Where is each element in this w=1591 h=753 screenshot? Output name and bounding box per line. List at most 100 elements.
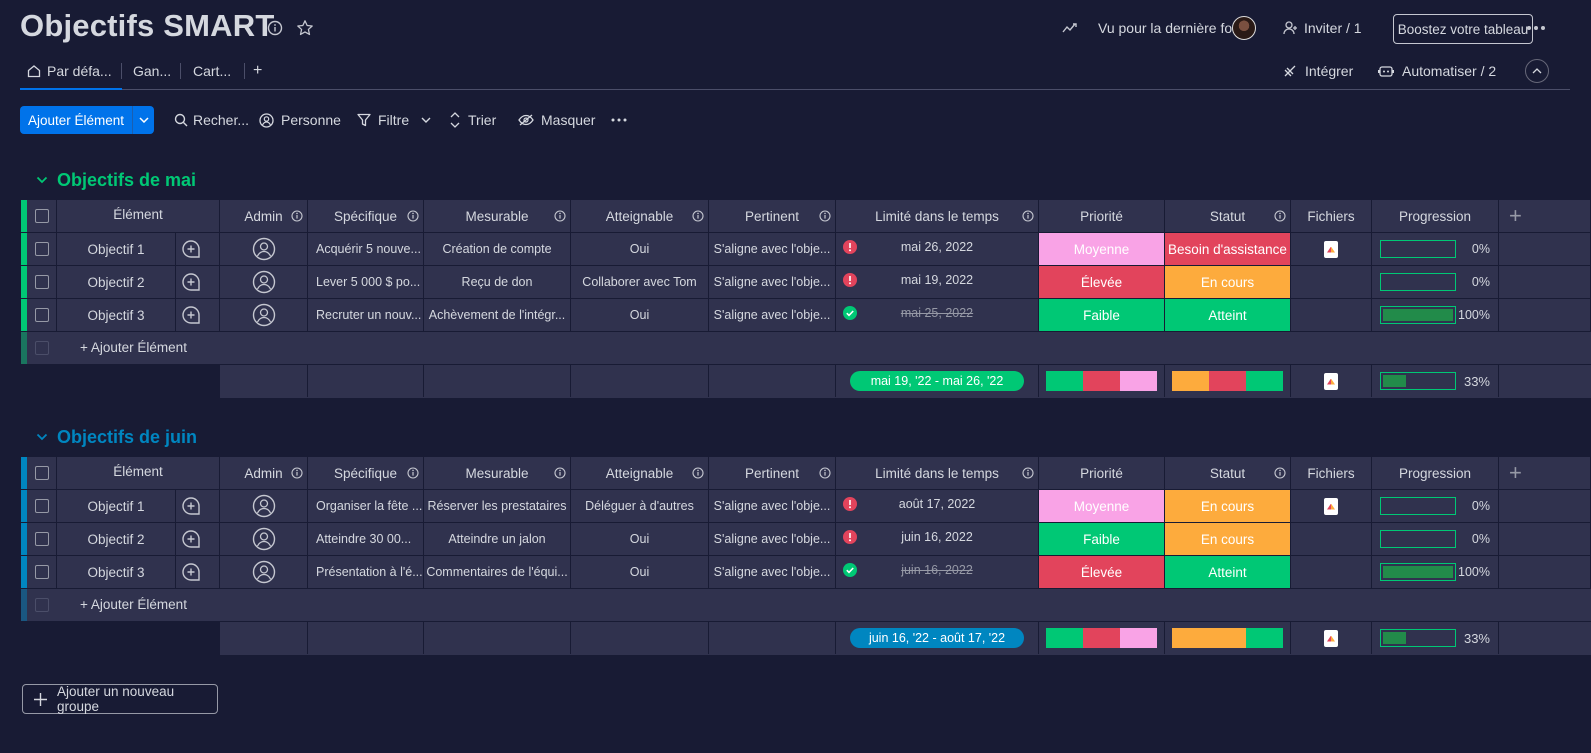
column-header-measurable[interactable]: Mesurable (424, 200, 571, 232)
cell-admin[interactable] (220, 523, 308, 555)
column-header-admin[interactable]: Admin (220, 200, 308, 232)
star-icon[interactable] (295, 18, 315, 38)
cell-pertinent[interactable]: S'aligne avec l'obje... (709, 556, 836, 588)
invite-icon[interactable] (1282, 19, 1300, 37)
cell-status[interactable]: En cours (1165, 523, 1291, 555)
column-header-measurable[interactable]: Mesurable (424, 457, 571, 489)
add-update-icon[interactable] (181, 272, 201, 292)
info-icon[interactable] (407, 210, 419, 222)
info-icon[interactable] (407, 467, 419, 479)
priority-distribution-bar[interactable] (1046, 371, 1157, 391)
cell-check[interactable] (27, 233, 57, 265)
cell-specific[interactable]: Organiser la fête ... (308, 490, 424, 522)
info-icon[interactable] (692, 210, 704, 222)
column-header-files[interactable]: Fichiers (1291, 200, 1372, 232)
info-icon[interactable] (1022, 210, 1034, 222)
cell-files[interactable] (1291, 490, 1372, 522)
cell-timeline[interactable]: juin 16, 2022 (836, 523, 1039, 555)
row-checkbox[interactable] (34, 275, 49, 289)
item-name[interactable]: Objectif 3 (87, 564, 145, 580)
cell-admin[interactable] (220, 556, 308, 588)
more-menu-icon[interactable] (1525, 18, 1547, 38)
group-title[interactable]: Objectifs de juin (57, 426, 198, 447)
status-label[interactable]: En cours (1165, 523, 1290, 555)
add-column-icon[interactable]: + (1509, 460, 1522, 485)
cell-attainable[interactable]: Oui (571, 299, 709, 331)
column-header-element[interactable]: Élément (57, 200, 220, 232)
tab-gantt[interactable]: Gan... (133, 63, 172, 79)
cell-add[interactable] (1499, 490, 1591, 522)
person-icon[interactable] (252, 560, 276, 584)
table-row[interactable]: Objectif 2 Atteindre 30 00... Atteindre un… (21, 523, 1591, 556)
column-header-specific[interactable]: Spécifique (308, 200, 424, 232)
cell-element[interactable]: Objectif 3 (57, 299, 220, 331)
add-new-group-button[interactable]: Ajouter un nouveau groupe (22, 684, 218, 714)
cell-timeline[interactable]: mai 26, 2022 (836, 233, 1039, 265)
column-header-attainable[interactable]: Atteignable (571, 457, 709, 489)
cell-add[interactable] (1499, 556, 1591, 588)
row-checkbox[interactable] (34, 532, 49, 546)
row-checkbox[interactable] (34, 308, 49, 322)
column-header-status[interactable]: Statut (1165, 457, 1291, 489)
cell-pertinent[interactable]: S'aligne avec l'obje... (709, 490, 836, 522)
cell-timeline[interactable]: juin 16, 2022 (836, 556, 1039, 588)
file-icon[interactable] (1324, 497, 1338, 515)
integrate-button[interactable]: Intégrer (1283, 58, 1353, 84)
file-icon[interactable] (1324, 240, 1338, 258)
cell-add[interactable] (1499, 266, 1591, 298)
info-icon[interactable] (692, 467, 704, 479)
column-header-specific[interactable]: Spécifique (308, 457, 424, 489)
chevron-down-icon[interactable] (36, 176, 48, 184)
info-icon[interactable] (1274, 210, 1286, 222)
column-header-priority[interactable]: Priorité (1039, 200, 1165, 232)
info-icon[interactable] (1274, 467, 1286, 479)
cell-attainable[interactable]: Collaborer avec Tom (571, 266, 709, 298)
info-icon[interactable] (1022, 467, 1034, 479)
cell-attainable[interactable]: Oui (571, 556, 709, 588)
status-label[interactable]: En cours (1165, 266, 1290, 298)
info-icon[interactable] (291, 467, 303, 479)
select-all-checkbox[interactable] (34, 209, 49, 223)
info-icon[interactable] (819, 467, 831, 479)
filter-button[interactable]: Filtre (357, 106, 431, 134)
cell-admin[interactable] (220, 266, 308, 298)
info-icon[interactable] (554, 210, 566, 222)
cell-status[interactable]: Atteint (1165, 299, 1291, 331)
add-update-icon[interactable] (181, 562, 201, 582)
column-header-progress[interactable]: Progression (1372, 457, 1499, 489)
column-header-pertinent[interactable]: Pertinent (709, 200, 836, 232)
cell-add[interactable] (1499, 233, 1591, 265)
add-update-icon[interactable] (181, 239, 201, 259)
cell-progress[interactable]: 0% (1372, 523, 1499, 555)
cell-element[interactable]: Objectif 2 (57, 266, 220, 298)
cell-priority[interactable]: Faible (1039, 523, 1165, 555)
cell-check[interactable] (27, 299, 57, 331)
cell-files[interactable] (1291, 299, 1372, 331)
cell-measurable[interactable]: Réserver les prestataires (424, 490, 571, 522)
cell-attainable[interactable]: Oui (571, 523, 709, 555)
column-header-element[interactable]: Élément (57, 457, 220, 489)
group-header[interactable]: Objectifs de mai (36, 168, 196, 192)
column-header-attainable[interactable]: Atteignable (571, 200, 709, 232)
info-icon[interactable] (266, 19, 284, 37)
column-header-timeline[interactable]: Limité dans le temps (836, 457, 1039, 489)
row-checkbox[interactable] (34, 499, 49, 513)
cell-element[interactable]: Objectif 1 (57, 490, 220, 522)
timeline-summary-pill[interactable]: mai 19, '22 - mai 26, '22 (850, 371, 1024, 391)
cell-progress[interactable]: 0% (1372, 266, 1499, 298)
info-icon[interactable] (291, 210, 303, 222)
info-icon[interactable] (819, 210, 831, 222)
avatar[interactable] (1232, 16, 1256, 40)
column-header-progress[interactable]: Progression (1372, 200, 1499, 232)
cell-priority[interactable]: Moyenne (1039, 233, 1165, 265)
cell-element[interactable]: Objectif 3 (57, 556, 220, 588)
cell-measurable[interactable]: Commentaires de l'équi... (424, 556, 571, 588)
status-label[interactable]: En cours (1165, 490, 1290, 522)
add-item-row[interactable]: + Ajouter Élément (21, 332, 1591, 365)
add-update-icon[interactable] (181, 529, 201, 549)
item-name[interactable]: Objectif 3 (87, 307, 145, 323)
cell-specific[interactable]: Recruter un nouv... (308, 299, 424, 331)
person-icon[interactable] (252, 494, 276, 518)
column-header-add[interactable]: + (1499, 200, 1591, 232)
hide-button[interactable]: Masquer (518, 106, 595, 134)
